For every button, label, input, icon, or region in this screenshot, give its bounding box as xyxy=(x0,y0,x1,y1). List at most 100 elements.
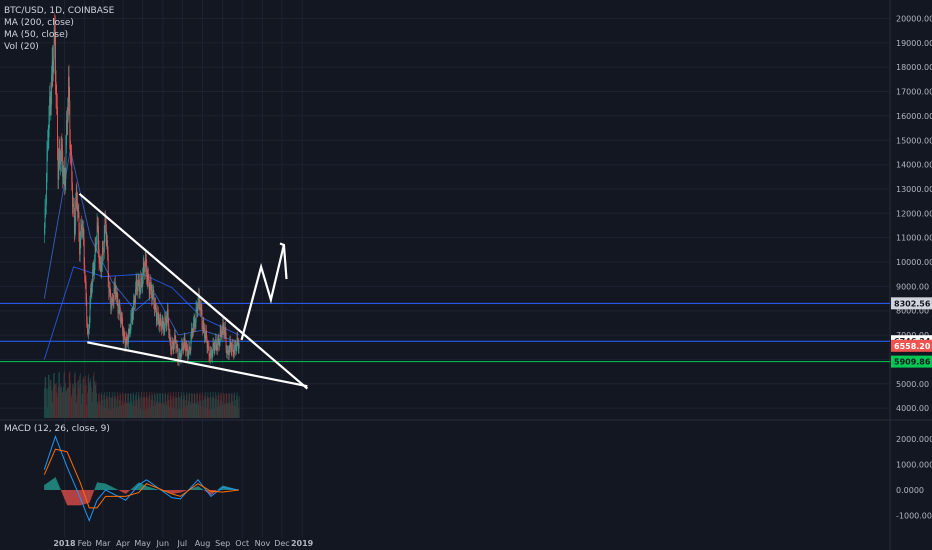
volume-bar xyxy=(57,397,58,418)
macd-histogram-bar xyxy=(210,490,212,496)
candle-body xyxy=(162,321,164,322)
drawings[interactable] xyxy=(78,192,309,390)
volume-bar xyxy=(48,374,50,418)
candle-body xyxy=(113,287,115,302)
candle-body xyxy=(136,279,138,288)
volume-bar xyxy=(211,409,213,418)
candle-body xyxy=(144,259,146,273)
volume-bar xyxy=(221,394,222,418)
volume-bar xyxy=(133,400,135,418)
candle-body xyxy=(202,323,204,330)
price-axis[interactable]: 20000.00 19000.00 18000.00 17000.00 16000.00… xyxy=(891,15,932,521)
macd-histogram-bar xyxy=(44,484,46,490)
candle-body xyxy=(184,338,186,347)
volume-bar xyxy=(143,397,144,418)
candle-body xyxy=(92,267,94,270)
candle-body xyxy=(100,261,101,264)
macd-histogram-bar xyxy=(197,486,199,490)
volume-bar xyxy=(92,392,94,418)
volume-bar xyxy=(83,376,84,418)
volume-bar xyxy=(53,373,55,418)
volume-bar xyxy=(73,388,75,418)
candle-body xyxy=(182,343,183,347)
macd-histogram-bar xyxy=(154,488,156,490)
candle-body xyxy=(127,339,129,344)
macd-histogram-bar xyxy=(176,490,178,494)
volume-bar xyxy=(62,386,64,418)
volume-bar xyxy=(86,404,88,418)
price-axis-label: 15000.00 xyxy=(896,136,932,145)
macd-histogram-bar xyxy=(209,490,211,495)
candle-body xyxy=(105,224,107,241)
candle-body xyxy=(142,275,144,288)
macd-histogram-bar xyxy=(170,490,172,494)
macd-histogram-bar xyxy=(141,483,142,490)
macd-histogram-bar xyxy=(182,490,183,492)
volume-bar xyxy=(208,409,210,418)
macd-histogram-bar xyxy=(57,481,58,490)
price-axis-label: 8000.00 xyxy=(896,307,929,316)
macd-histogram-bar xyxy=(72,490,74,506)
volume-bar xyxy=(177,397,179,418)
candle-body xyxy=(128,328,130,335)
candle-body xyxy=(236,345,237,351)
candle-body xyxy=(47,137,49,142)
candle-body xyxy=(53,28,55,59)
candle-body xyxy=(104,218,106,235)
candle-body xyxy=(220,330,222,332)
macd-histogram-bar xyxy=(144,485,146,490)
trend-line xyxy=(78,192,309,390)
macd-histogram-bar xyxy=(101,483,103,490)
candle-body xyxy=(155,303,157,308)
macd-histogram-bar xyxy=(114,488,116,490)
volume-bar xyxy=(156,392,158,418)
volume-bar xyxy=(227,403,229,418)
price-axis-label: 18000.00 xyxy=(896,63,932,72)
candle-body xyxy=(193,322,194,333)
macd-histogram-bar xyxy=(174,490,176,494)
volume-bar xyxy=(234,400,236,418)
macd-histogram-bar xyxy=(81,490,82,505)
macd-line xyxy=(43,434,240,522)
volume-bar xyxy=(123,404,125,418)
candle-body xyxy=(146,259,148,277)
volume-bar xyxy=(222,401,224,418)
candle-body xyxy=(132,313,134,320)
time-axis-label: Apr xyxy=(116,539,131,548)
macd-histogram-bar xyxy=(90,490,92,498)
macd-histogram-bar xyxy=(218,488,220,490)
candle-body xyxy=(117,299,119,314)
volume-bar xyxy=(225,402,226,418)
volume-bar xyxy=(128,393,129,418)
macd-histogram-bar xyxy=(47,482,49,490)
volume-bar xyxy=(233,394,235,418)
candle-body xyxy=(138,279,140,281)
macd-histogram-bar xyxy=(125,490,127,494)
macd-histogram-bar xyxy=(201,488,203,490)
volume-bar xyxy=(236,392,238,418)
macd-histogram-bar xyxy=(71,490,73,506)
macd-histogram-bar xyxy=(49,481,51,490)
volume-bar xyxy=(118,406,120,418)
macd-histogram-bar xyxy=(66,490,68,504)
macd-axis-label: 0.0000 xyxy=(896,486,924,495)
candle-body xyxy=(157,311,159,320)
volume-bar xyxy=(47,388,49,418)
macd-histogram-bar xyxy=(110,486,112,490)
time-axis[interactable]: 2018 Feb Mar Apr May Jun Jul Aug Sep Oct Nov Dec 201… xyxy=(53,539,313,548)
volume-bar xyxy=(163,401,165,418)
macd-histogram-bar xyxy=(45,484,47,490)
volume-bar xyxy=(146,392,148,418)
volume-bar xyxy=(98,392,100,418)
volume-bar xyxy=(165,401,167,418)
price-tag-label: 6558.20 xyxy=(894,342,931,351)
candle-body xyxy=(93,267,95,275)
macd-histogram-bar xyxy=(48,481,50,490)
macd-histogram-bar xyxy=(87,490,89,504)
candle-body xyxy=(195,308,197,323)
volume-bar xyxy=(135,394,137,418)
candle-body xyxy=(102,247,103,264)
volume-bar xyxy=(170,392,172,418)
candle-body xyxy=(215,339,217,345)
